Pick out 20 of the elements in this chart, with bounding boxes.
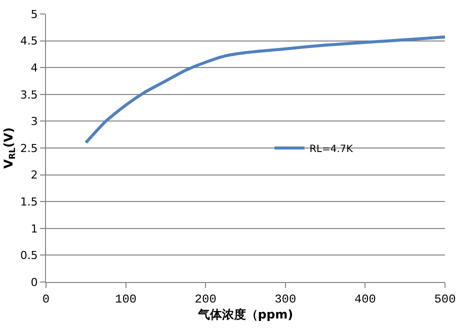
- y-tick-label: 5: [30, 8, 38, 21]
- y-tick-label: 3: [30, 115, 38, 128]
- x-tick-label: 300: [274, 292, 296, 306]
- x-axis-title: 气体浓度（ppm): [196, 307, 294, 322]
- y-tick-label: 4.5: [20, 34, 38, 48]
- legend-label: RL=4.7K: [309, 144, 354, 155]
- x-tick-label: 400: [354, 292, 376, 306]
- y-tick-label: 3.5: [20, 88, 38, 102]
- y-tick-label: 2: [30, 168, 38, 182]
- x-tick-label: 100: [114, 292, 137, 306]
- y-tick-label: 1: [30, 222, 38, 236]
- y-tick-label: 4: [30, 61, 38, 74]
- y-tick-label: 0: [30, 276, 38, 289]
- x-tick-label: 500: [434, 292, 456, 306]
- line-series: [84, 36, 445, 144]
- y-tick-label: 1.5: [20, 195, 38, 208]
- x-tick-label: 0: [42, 292, 50, 306]
- y-tick-label: 0.5: [20, 249, 38, 262]
- x-tick-label: 200: [194, 292, 216, 306]
- y-tick-label: 2.5: [20, 142, 38, 155]
